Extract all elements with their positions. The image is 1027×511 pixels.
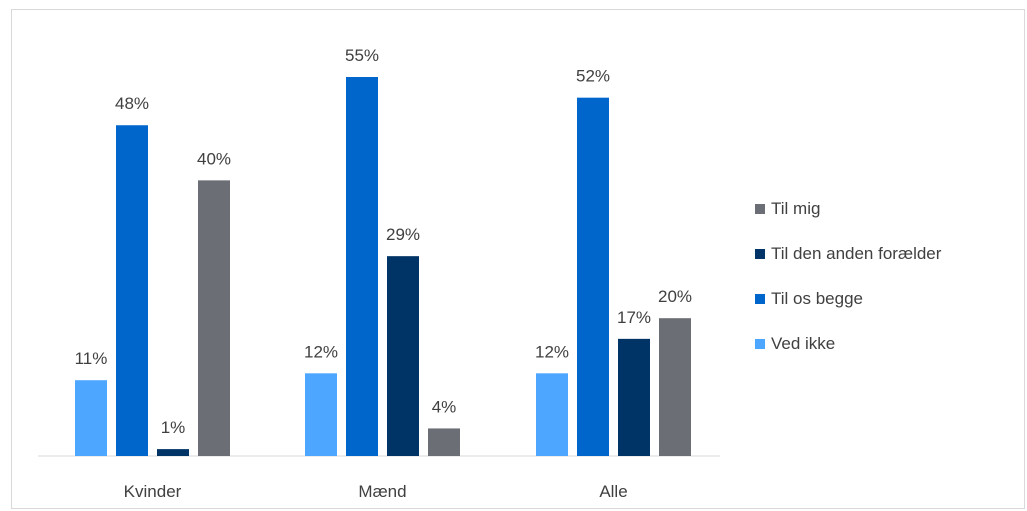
chart-frame — [11, 9, 1025, 509]
bar — [157, 449, 189, 456]
data-label: 12% — [304, 342, 338, 361]
x-tick-label: Kvinder — [124, 482, 182, 501]
legend-swatch — [755, 248, 765, 259]
data-labels-group: 11% 48% 1% 40% 12% 55% 29% 4% 12% 52% 17% 20% — [75, 46, 692, 437]
legend-label: Ved ikke — [771, 333, 836, 353]
legend: Til mig Til den anden forælder Til os be… — [755, 186, 941, 366]
bar — [577, 97, 609, 456]
legend-label: Til den anden forælder — [771, 243, 942, 263]
legend-item-til-os-begge: Til os begge — [755, 276, 941, 321]
x-tick-label: Alle — [599, 482, 627, 501]
x-tick-labels-group: Kvinder Mænd Alle — [124, 482, 628, 501]
data-label: 4% — [432, 397, 457, 416]
data-label: 20% — [658, 287, 692, 306]
data-label: 48% — [115, 94, 149, 113]
data-label: 52% — [576, 67, 610, 86]
data-label: 55% — [345, 46, 379, 65]
x-tick-label: Mænd — [358, 482, 406, 501]
legend-item-ved-ikke: Ved ikke — [755, 321, 941, 366]
legend-swatch — [755, 338, 765, 349]
bar — [536, 373, 568, 456]
bar — [346, 77, 378, 456]
bar — [618, 338, 650, 456]
legend-swatch — [755, 293, 765, 304]
bar — [305, 373, 337, 456]
bar — [198, 180, 230, 456]
bars-group — [75, 77, 691, 457]
legend-label: Til os begge — [771, 288, 863, 308]
data-label: 1% — [161, 418, 186, 437]
legend-item-til-mig: Til mig — [755, 186, 941, 231]
legend-item-til-den-anden-foraelder: Til den anden forælder — [755, 231, 941, 276]
bar — [659, 318, 691, 456]
bar — [387, 256, 419, 456]
bar — [116, 125, 148, 457]
data-label: 11% — [75, 349, 108, 368]
legend-swatch — [755, 203, 765, 214]
bar — [75, 380, 107, 456]
data-label: 29% — [386, 225, 420, 244]
data-label: 17% — [617, 308, 651, 327]
bar — [428, 428, 460, 456]
data-label: 40% — [197, 149, 231, 168]
legend-label: Til mig — [771, 198, 821, 218]
data-label: 12% — [535, 342, 569, 361]
